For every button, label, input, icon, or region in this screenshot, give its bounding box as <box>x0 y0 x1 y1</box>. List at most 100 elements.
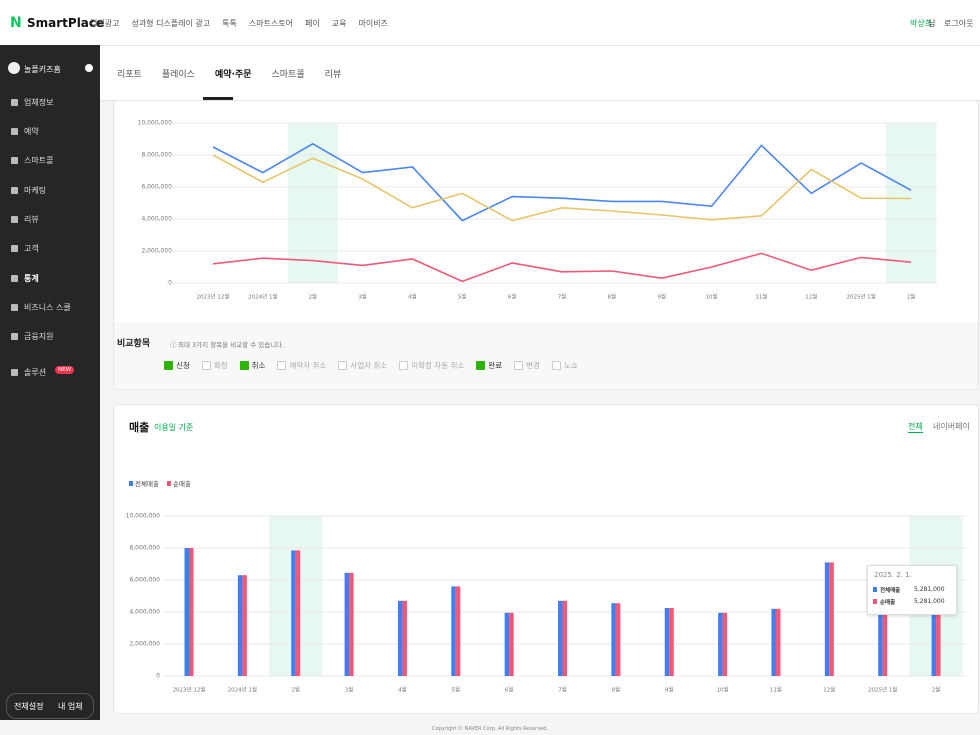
bar[interactable] <box>504 612 510 676</box>
x-tick-label: 2월 <box>907 293 916 301</box>
store-name[interactable]: 놀플키즈홈 <box>24 65 61 74</box>
checkbox[interactable] <box>201 361 211 370</box>
tab[interactable]: 리포트 <box>117 70 142 80</box>
y-tick-label: 2,000,000 <box>141 248 172 255</box>
checkbox[interactable] <box>476 361 486 370</box>
option[interactable]: 취소 <box>239 360 265 371</box>
bar[interactable] <box>242 575 247 676</box>
x-tick-label: 4월 <box>408 293 417 301</box>
bar[interactable] <box>451 586 456 676</box>
menu-item[interactable]: 마케팅 <box>10 186 47 195</box>
nav-item[interactable]: 교육 <box>331 19 347 28</box>
menu-item[interactable]: 통계 <box>11 274 39 283</box>
store-arrow[interactable] <box>85 64 93 72</box>
nav-item[interactable]: 톡톡 <box>222 19 237 28</box>
badge: NEW <box>55 366 75 374</box>
bar[interactable] <box>402 600 407 676</box>
my-store[interactable]: 내 업체 <box>58 702 83 711</box>
compare-hint: 최대 3가지 항목을 비교할 수 있습니다. <box>178 341 285 349</box>
option[interactable]: 미확정 자동 취소 <box>399 360 464 371</box>
bar[interactable] <box>664 608 670 676</box>
bar[interactable] <box>291 550 296 676</box>
bar[interactable] <box>669 608 674 676</box>
option[interactable]: 변경 <box>514 360 540 371</box>
sales-tab[interactable]: 전체 <box>908 422 923 433</box>
bar[interactable] <box>237 575 243 676</box>
tooltip: 2025. 2. 1. 전체매출 5,281,000 순매출 5,281,000 <box>867 565 957 615</box>
bar[interactable] <box>184 548 190 676</box>
sales-tab[interactable]: 네이버페이 <box>933 422 970 431</box>
option-label: 노쇼 <box>563 361 578 370</box>
menu-item[interactable]: 비즈니스 스쿨 <box>11 303 71 312</box>
menu-item[interactable]: 스마트콜 <box>10 156 54 165</box>
bar[interactable] <box>455 586 461 676</box>
bar[interactable] <box>509 612 514 676</box>
bar[interactable] <box>771 608 776 676</box>
bar[interactable] <box>824 562 830 676</box>
tab[interactable]: 예약·주문 <box>214 70 252 80</box>
x-tick-label: 5월 <box>458 293 467 301</box>
checkbox[interactable] <box>277 361 287 370</box>
bar[interactable] <box>718 612 723 676</box>
bar[interactable] <box>878 591 883 676</box>
highlight-band <box>287 123 338 283</box>
bar[interactable] <box>349 572 354 676</box>
bar[interactable] <box>189 548 194 676</box>
menu-item[interactable]: 업체정보 <box>10 98 54 107</box>
tooltip-label: 순매출 <box>880 600 896 606</box>
logout[interactable]: 로그아웃 <box>944 19 974 28</box>
bar[interactable] <box>397 600 403 676</box>
settings[interactable]: 전체설정 <box>14 702 44 711</box>
sales-basis[interactable]: 이용일 기준 <box>154 423 194 432</box>
tooltip-label: 전체매출 <box>880 588 901 594</box>
bar[interactable] <box>344 572 350 676</box>
checkbox[interactable] <box>514 361 524 370</box>
x-tick-label: 3월 <box>345 686 354 694</box>
bar[interactable] <box>295 550 301 676</box>
bar[interactable] <box>882 591 888 676</box>
nav-item[interactable]: 검색광고 <box>90 19 120 28</box>
nav-item[interactable]: 페이 <box>305 19 320 28</box>
option[interactable]: 완료 <box>476 360 502 371</box>
checkbox[interactable] <box>551 361 561 370</box>
bar[interactable] <box>558 600 563 676</box>
logo[interactable]: SmartPlace <box>27 16 105 30</box>
bar[interactable] <box>931 591 937 676</box>
menu-item[interactable]: 금융지원 <box>10 332 54 341</box>
option[interactable]: 사업자 취소 <box>338 360 387 371</box>
bar[interactable] <box>615 603 621 676</box>
checkbox[interactable] <box>239 361 249 370</box>
menu-item[interactable]: 예약 <box>11 127 39 136</box>
option[interactable]: 노쇼 <box>551 360 578 371</box>
option[interactable]: 예약자 취소 <box>277 360 326 371</box>
checkbox[interactable] <box>399 361 409 370</box>
tab[interactable]: 리뷰 <box>324 70 342 80</box>
checkbox[interactable] <box>164 361 173 370</box>
x-tick-label: 2025년 1월 <box>846 293 875 301</box>
tabs: 리포트 플레이스 예약·주문 스마트콜 리뷰 <box>117 67 341 80</box>
bar[interactable] <box>722 612 728 676</box>
menu-item[interactable]: 리뷰 <box>11 215 39 224</box>
bar[interactable] <box>562 600 568 676</box>
tooltip-date: 2025. 2. 1. <box>874 571 912 579</box>
option[interactable]: 확정 <box>201 360 228 371</box>
bar[interactable] <box>775 608 781 676</box>
bar[interactable] <box>611 603 616 676</box>
option-label: 사업자 취소 <box>350 361 388 370</box>
option[interactable]: 신청 <box>164 360 190 371</box>
bar[interactable] <box>936 591 941 676</box>
nav-item[interactable]: 마이비즈 <box>358 19 388 28</box>
y-tick-label: 10,000,000 <box>138 120 173 127</box>
menu-item[interactable]: 솔루션 <box>10 368 47 377</box>
menu-item[interactable]: 고객 <box>11 244 39 253</box>
nav-item[interactable]: 성과형 디스플레이 광고 <box>131 19 211 28</box>
logo-mark[interactable]: N <box>10 15 22 31</box>
tab[interactable]: 플레이스 <box>161 70 195 80</box>
nav-item[interactable]: 스마트스토어 <box>248 19 294 28</box>
option-label: 완료 <box>488 361 503 370</box>
x-tick-label: 2023년 12월 <box>173 686 206 694</box>
checkbox[interactable] <box>338 361 348 370</box>
tab[interactable]: 스마트콜 <box>271 70 305 80</box>
bar[interactable] <box>829 562 834 676</box>
